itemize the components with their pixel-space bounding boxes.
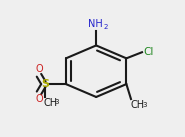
Text: O: O — [35, 64, 43, 74]
Text: S: S — [41, 79, 49, 89]
Text: CH: CH — [43, 98, 58, 108]
Text: CH: CH — [130, 100, 144, 110]
Text: Cl: Cl — [143, 47, 153, 57]
Text: NH: NH — [88, 19, 103, 29]
Text: 3: 3 — [54, 99, 59, 105]
Text: 3: 3 — [142, 102, 147, 108]
Text: O: O — [35, 94, 43, 104]
Text: 2: 2 — [103, 24, 107, 30]
